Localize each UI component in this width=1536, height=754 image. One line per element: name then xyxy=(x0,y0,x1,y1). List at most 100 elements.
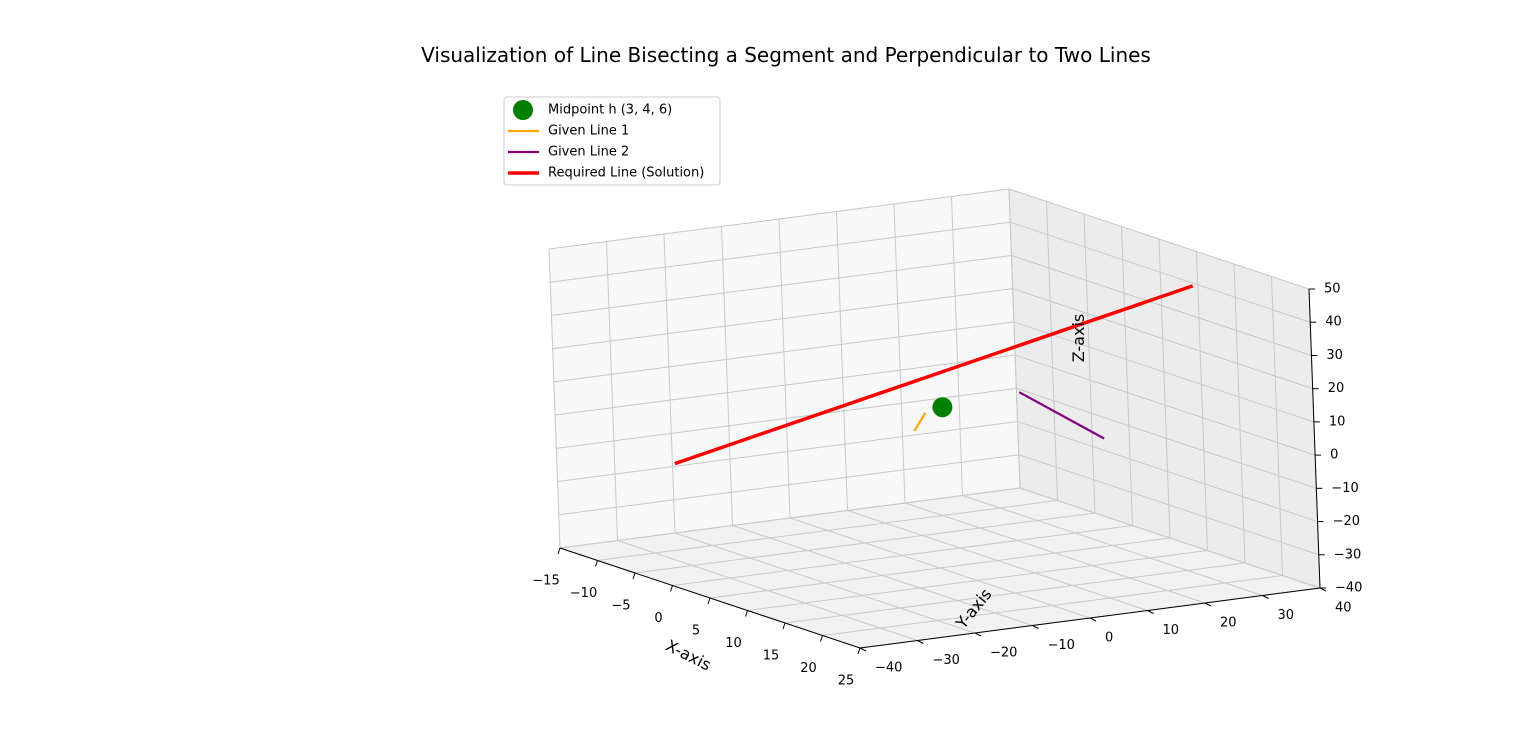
grid-line-x xyxy=(1271,276,1283,576)
y-tick xyxy=(1147,610,1154,614)
x-tick xyxy=(745,610,748,617)
x-tick-label: 0 xyxy=(654,611,662,626)
z-tick-label: 0 xyxy=(1330,448,1338,463)
grid-line-y xyxy=(778,218,791,519)
legend-entry: Required Line (Solution) xyxy=(548,166,704,181)
grid-line-x xyxy=(1083,213,1096,514)
chart-title: Visualization of Line Bisecting a Segmen… xyxy=(421,43,1151,67)
z-tick-label: 40 xyxy=(1325,315,1342,330)
x-tick xyxy=(820,635,823,642)
grid-line-z xyxy=(557,421,1018,483)
grid-line-y xyxy=(674,532,976,634)
grid-line-z xyxy=(559,487,1021,549)
legend-marker xyxy=(513,100,533,120)
grid-line-y xyxy=(732,525,1033,626)
z-tick-label: −20 xyxy=(1333,514,1360,529)
grid-line-z xyxy=(1017,421,1318,523)
y-tick xyxy=(859,647,867,652)
grid-line-y xyxy=(606,241,618,541)
x-tick-label: −10 xyxy=(570,586,597,601)
x-tick xyxy=(782,622,786,630)
legend: Midpoint h (3, 4, 6) Given Line 1 Given Li… xyxy=(503,96,721,186)
y-tick xyxy=(917,640,924,644)
grid-line-y xyxy=(548,248,561,549)
y-tick-label: 0 xyxy=(1105,631,1113,646)
grid-line-y xyxy=(847,510,1148,611)
z-tick-label: −30 xyxy=(1334,547,1361,562)
grid-line-z xyxy=(552,288,1013,350)
grid-line-z xyxy=(558,454,1019,516)
x-tick xyxy=(707,597,711,605)
grid-line-z xyxy=(1018,454,1319,556)
axes: −15 −10 −5 0 5 10 15 20 25 −40 −30 −20 −10 0 10 20 30 40 −… xyxy=(532,282,1362,689)
y-tick-label: 20 xyxy=(1220,616,1237,631)
grid-line-x xyxy=(1046,201,1058,501)
x-tick-label: 5 xyxy=(692,624,700,639)
grid-line-z xyxy=(551,254,1012,316)
x-tick-label: −5 xyxy=(611,599,630,614)
midpoint-marker xyxy=(932,397,953,418)
legend-entry: Given Line 1 xyxy=(548,124,629,139)
grid-line-x xyxy=(1233,263,1246,564)
z-axis-label: Z-axis xyxy=(1069,314,1088,363)
grid-line-z xyxy=(550,221,1011,283)
series-line-2 xyxy=(1018,391,1105,440)
y-tick-label: 10 xyxy=(1163,623,1180,638)
grid-line-y xyxy=(617,540,918,641)
series-layer xyxy=(674,284,1194,466)
series-line-1 xyxy=(913,412,927,432)
x-tick xyxy=(857,647,861,655)
y-tick xyxy=(1262,595,1269,599)
grid-line-z xyxy=(548,188,1010,250)
grid-line-y xyxy=(962,495,1263,596)
y-tick-label: −20 xyxy=(990,646,1017,661)
y-tick-label: −40 xyxy=(875,661,902,676)
grid-line-z xyxy=(1014,354,1316,456)
y-tick-label: 30 xyxy=(1278,608,1295,623)
x-tick-label: 15 xyxy=(763,649,780,664)
grid-line-z xyxy=(1010,221,1311,323)
z-tick-label: −10 xyxy=(1331,481,1358,496)
x-tick xyxy=(632,572,636,580)
z-tick-label: 30 xyxy=(1326,348,1343,363)
grid-line-y xyxy=(663,233,676,534)
legend-entry: Midpoint h (3, 4, 6) xyxy=(548,103,672,118)
z-tick-label: 20 xyxy=(1328,381,1345,396)
grid-line-x xyxy=(1158,238,1171,539)
x-tick-label: 10 xyxy=(725,636,742,651)
grid-line-z xyxy=(553,321,1014,383)
grid-line-y xyxy=(1008,188,1021,489)
x-axis-label: X-axis xyxy=(663,636,714,675)
z-tick-label: 10 xyxy=(1329,414,1346,429)
grid-line-y xyxy=(893,203,906,504)
z-tick-label: 50 xyxy=(1324,282,1341,297)
grid-line-y xyxy=(951,196,963,496)
grid-line-y xyxy=(904,502,1206,604)
z-axis-line xyxy=(1308,288,1321,589)
grid-line-y xyxy=(836,211,848,511)
z-tick-label: −40 xyxy=(1335,581,1362,596)
y-tick-label: −10 xyxy=(1048,638,1075,653)
grid-line-x xyxy=(1196,251,1208,551)
grid-line-z xyxy=(1008,188,1310,290)
series-line-3 xyxy=(674,284,1194,466)
grid-line-y xyxy=(789,517,1091,619)
y-tick xyxy=(974,632,982,637)
y-tick-label: 40 xyxy=(1335,601,1352,616)
x-tick xyxy=(557,547,561,555)
x-tick-label: −15 xyxy=(532,574,559,589)
grid-line-z xyxy=(1012,288,1313,390)
x-tick xyxy=(670,585,673,592)
y-tick-label: −30 xyxy=(933,653,960,668)
legend-box xyxy=(503,96,721,186)
legend-entry: Given Line 2 xyxy=(548,145,629,160)
y-tick xyxy=(1032,625,1039,629)
grid-line-z xyxy=(1016,387,1317,489)
x-tick xyxy=(595,560,598,567)
grid-line-z xyxy=(1013,321,1315,423)
y-tick xyxy=(1204,602,1212,607)
grid-line-y xyxy=(721,226,733,526)
grid-line-z xyxy=(1019,487,1321,589)
x-tick-label: 25 xyxy=(838,674,855,689)
